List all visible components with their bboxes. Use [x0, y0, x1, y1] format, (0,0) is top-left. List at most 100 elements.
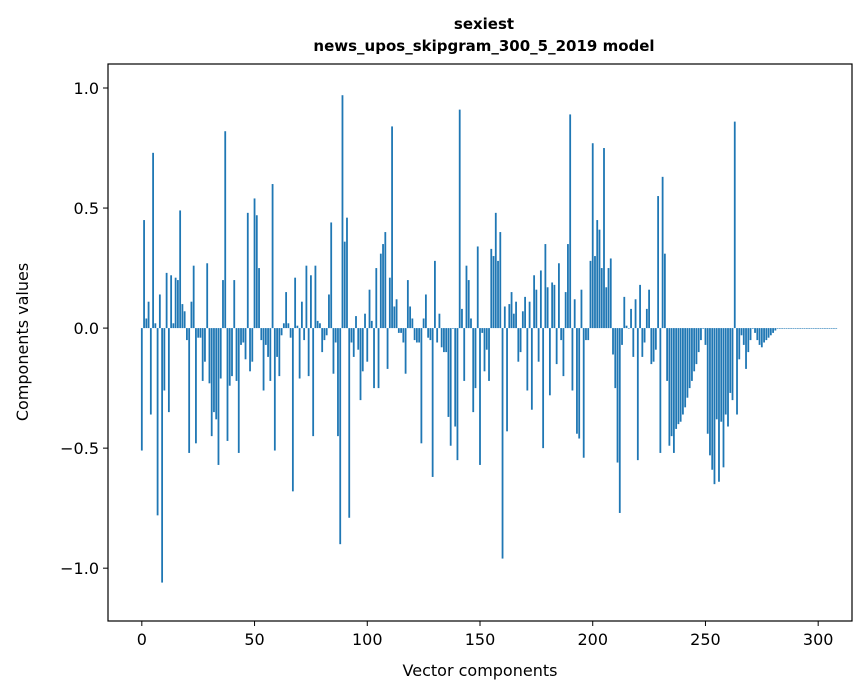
bar-159 [499, 232, 502, 329]
bar-83 [328, 294, 330, 329]
bar-174 [533, 275, 536, 329]
bar-194 [578, 328, 581, 439]
bar-26 [199, 328, 202, 338]
bar-117 [404, 328, 407, 374]
y-tick-label: 0.5 [74, 199, 99, 218]
bar-166 [515, 301, 517, 329]
bar-179 [544, 244, 547, 329]
bar-161 [503, 306, 506, 329]
bar-85 [332, 328, 335, 374]
bar-89 [341, 95, 344, 329]
bar-82 [325, 328, 328, 336]
bar-187 [562, 328, 565, 377]
bar-287 [787, 328, 790, 329]
bar-308 [835, 328, 838, 329]
bar-10 [163, 328, 166, 391]
bar-177 [539, 270, 542, 329]
bar-57 [269, 328, 272, 381]
bar-291 [796, 328, 799, 329]
bar-184 [555, 328, 558, 365]
bar-51 [255, 215, 258, 329]
bar-78 [316, 320, 319, 329]
bar-207 [607, 268, 610, 329]
bar-138 [452, 328, 454, 329]
bar-267 [742, 328, 745, 345]
bar-3 [147, 301, 150, 329]
x-tick-label: 200 [577, 630, 608, 649]
bar-157 [494, 212, 497, 329]
bar-28 [204, 328, 206, 362]
bar-236 [672, 328, 675, 453]
bar-240 [682, 328, 684, 415]
bar-38 [226, 328, 229, 441]
bar-226 [650, 328, 653, 365]
bar-129 [431, 328, 434, 477]
bar-54 [262, 328, 265, 391]
bar-55 [264, 328, 267, 345]
bar-127 [427, 328, 430, 338]
bar-39 [228, 328, 231, 386]
bar-283 [778, 328, 781, 329]
bar-80 [321, 328, 324, 353]
bar-273 [756, 328, 759, 341]
bar-262 [731, 328, 734, 401]
bar-132 [438, 313, 441, 329]
bar-219 [634, 299, 637, 329]
bar-16 [176, 280, 179, 329]
bar-92 [348, 328, 351, 518]
bar-198 [587, 328, 590, 341]
bar-260 [727, 328, 729, 427]
bar-293 [801, 328, 804, 329]
bar-264 [736, 328, 738, 415]
bar-233 [666, 328, 669, 381]
bar-15 [174, 277, 177, 329]
bar-151 [481, 328, 484, 333]
bar-87 [337, 328, 339, 437]
bar-104 [375, 268, 378, 329]
bar-133 [440, 328, 443, 348]
bar-259 [724, 328, 727, 415]
bar-31 [210, 328, 213, 437]
bar-60 [276, 328, 278, 357]
bar-238 [677, 328, 680, 425]
bar-155 [490, 248, 493, 329]
bar-280 [772, 328, 774, 333]
bar-128 [429, 328, 432, 341]
bar-266 [740, 328, 743, 336]
bar-241 [684, 328, 687, 408]
bar-228 [654, 328, 657, 350]
bar-90 [343, 241, 346, 329]
bar-49 [251, 328, 254, 362]
y-tick-label: 0.0 [74, 319, 99, 338]
bar-121 [413, 328, 416, 341]
x-axis: 0 50 100 150 200 250 300 [137, 621, 833, 649]
bar-292 [799, 328, 802, 329]
bar-170 [524, 296, 526, 329]
bar-100 [366, 328, 369, 362]
bar-252 [709, 328, 711, 456]
bar-229 [657, 196, 660, 329]
bar-81 [323, 328, 326, 341]
bar-189 [567, 244, 569, 329]
bar-268 [745, 328, 747, 369]
bar-136 [447, 328, 450, 417]
bar-178 [542, 328, 545, 449]
bar-214 [623, 296, 626, 329]
bar-296 [808, 328, 811, 329]
bar-24 [195, 328, 197, 444]
bar-65 [287, 323, 290, 329]
bars-group [140, 95, 838, 583]
bar-108 [384, 232, 387, 329]
bar-197 [585, 328, 587, 341]
x-tick-label: 250 [690, 630, 721, 649]
bar-164 [510, 292, 513, 329]
bar-95 [355, 316, 357, 329]
bar-59 [273, 328, 276, 451]
y-tick-label: −0.5 [60, 439, 99, 458]
bar-147 [472, 328, 475, 413]
bar-77 [314, 265, 317, 329]
bar-192 [573, 299, 576, 329]
bar-242 [686, 328, 689, 398]
bar-52 [258, 268, 260, 329]
bar-253 [711, 328, 714, 470]
